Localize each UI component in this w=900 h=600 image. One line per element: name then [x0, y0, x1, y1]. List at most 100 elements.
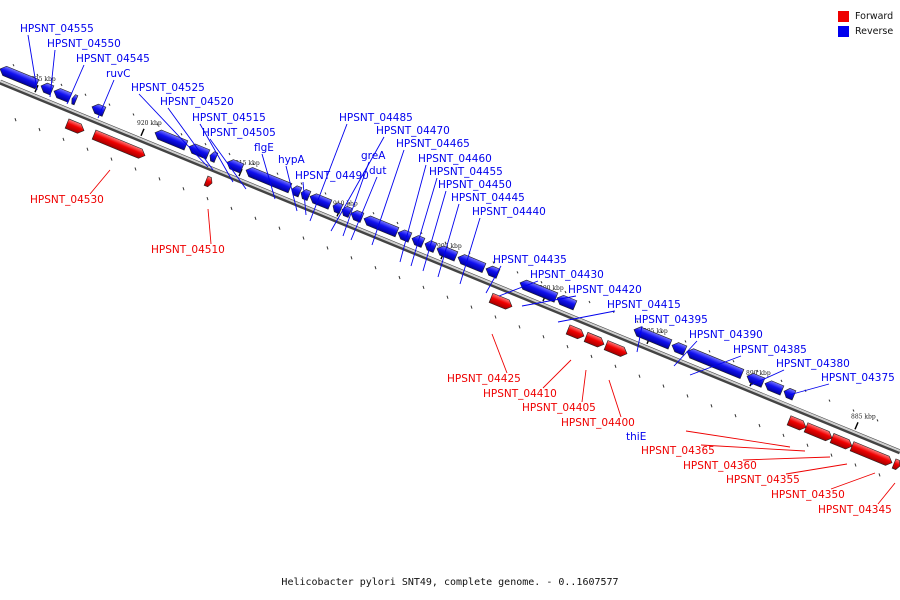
scale-mark [276, 172, 279, 175]
forward-leader-line [785, 463, 848, 475]
reverse-gene-arrow[interactable] [484, 264, 501, 279]
forward-gene-label[interactable]: HPSNT_04530 [30, 194, 104, 206]
reverse-gene-label[interactable]: HPSNT_04520 [160, 96, 234, 108]
reverse-gene-label[interactable]: HPSNT_04485 [339, 112, 413, 124]
reverse-gene-arrow[interactable] [244, 166, 293, 194]
reverse-gene-arrow[interactable] [290, 184, 303, 198]
reverse-gene-label[interactable]: HPSNT_04380 [776, 358, 850, 370]
reverse-gene-arrow[interactable] [308, 192, 333, 210]
reverse-gene-arrow[interactable] [670, 341, 688, 356]
scale-mark [518, 325, 521, 329]
forward-gene-arrow[interactable] [891, 458, 900, 471]
forward-gene-arrow[interactable] [64, 118, 86, 135]
reverse-gene-arrow[interactable] [208, 151, 219, 163]
forward-gene-label[interactable]: HPSNT_04425 [447, 373, 521, 385]
reverse-gene-label[interactable]: HPSNT_04555 [20, 23, 94, 35]
reverse-leader-line [27, 34, 38, 91]
reverse-gene-label[interactable]: HPSNT_04545 [76, 53, 150, 65]
reverse-gene-label[interactable]: HPSNT_04435 [493, 254, 567, 266]
reverse-gene-arrow[interactable] [763, 379, 785, 396]
reverse-gene-arrow[interactable] [52, 87, 73, 103]
legend-reverse: Reverse [838, 24, 893, 39]
forward-gene-label[interactable]: HPSNT_04360 [683, 460, 757, 472]
scale-mark [878, 473, 881, 477]
reverse-leader-line [97, 79, 115, 119]
forward-gene-arrow[interactable] [803, 422, 834, 443]
forward-gene-label[interactable]: HPSNT_04365 [641, 445, 715, 457]
forward-gene-label[interactable]: HPSNT_04355 [726, 474, 800, 486]
forward-gene-label[interactable]: HPSNT_04350 [771, 489, 845, 501]
reverse-gene-arrow[interactable] [331, 201, 344, 215]
reverse-leader-line [138, 93, 209, 168]
forward-gene-arrow[interactable] [603, 340, 629, 359]
reverse-gene-label[interactable]: HPSNT_04550 [47, 38, 121, 50]
scale-mark [206, 196, 209, 201]
reverse-leader-line [422, 190, 447, 272]
forward-gene-label[interactable]: HPSNT_04510 [151, 244, 225, 256]
forward-gene-label[interactable]: HPSNT_04410 [483, 388, 557, 400]
forward-gene-arrow[interactable] [583, 331, 606, 349]
forward-gene-arrow[interactable] [91, 129, 147, 160]
forward-gene-arrow[interactable] [203, 175, 214, 188]
forward-gene-arrow[interactable] [849, 441, 894, 468]
reverse-gene-label[interactable]: HPSNT_04515 [192, 112, 266, 124]
reverse-gene-label[interactable]: HPSNT_04505 [202, 127, 276, 139]
reverse-gene-label[interactable]: HPSNT_04415 [607, 299, 681, 311]
axis-tick-label: 905 kbp [437, 243, 462, 250]
forward-gene-arrow[interactable] [786, 415, 808, 432]
forward-gene-arrow[interactable] [829, 433, 854, 450]
scale-mark [516, 271, 519, 274]
reverse-gene-label[interactable]: ruvC [106, 68, 131, 80]
scale-mark [566, 344, 569, 349]
reverse-gene-label[interactable]: HPSNT_04430 [530, 269, 604, 281]
reverse-gene-arrow[interactable] [70, 94, 79, 106]
reverse-gene-arrow[interactable] [396, 228, 413, 243]
reverse-gene-arrow[interactable] [435, 244, 459, 262]
scale-mark [278, 226, 281, 230]
reverse-gene-label[interactable]: HPSNT_04490 [295, 170, 369, 182]
reverse-gene-label[interactable]: HPSNT_04395 [634, 314, 708, 326]
reverse-gene-label[interactable]: HPSNT_04385 [733, 344, 807, 356]
reverse-gene-label[interactable]: HPSNT_04390 [689, 329, 763, 341]
reverse-gene-label[interactable]: greA [361, 150, 386, 162]
reverse-gene-label[interactable]: HPSNT_04420 [568, 284, 642, 296]
scale-mark [326, 246, 329, 250]
forward-gene-label[interactable]: HPSNT_04345 [818, 504, 892, 516]
reverse-gene-label[interactable]: HPSNT_04470 [376, 125, 450, 137]
forward-gene-label[interactable]: thiE [626, 431, 646, 443]
reverse-gene-arrow[interactable] [456, 253, 487, 273]
reverse-gene-label[interactable]: dut [369, 165, 386, 177]
forward-leader-line [700, 444, 806, 452]
reverse-gene-arrow[interactable] [340, 205, 353, 218]
scale-mark [588, 300, 591, 304]
reverse-gene-arrow[interactable] [518, 278, 559, 303]
reverse-gene-label[interactable]: HPSNT_04445 [451, 192, 525, 204]
scale-mark [422, 285, 425, 290]
reverse-gene-label[interactable]: HPSNT_04450 [438, 179, 512, 191]
reverse-gene-label[interactable]: HPSNT_04525 [131, 82, 205, 94]
reverse-gene-arrow[interactable] [362, 214, 400, 238]
reverse-gene-label[interactable]: flgE [254, 142, 274, 154]
reverse-gene-label[interactable]: hypA [278, 154, 306, 166]
reverse-gene-arrow[interactable] [782, 387, 797, 401]
reverse-gene-arrow[interactable] [225, 158, 245, 174]
reverse-gene-label[interactable]: HPSNT_04375 [821, 372, 895, 384]
forward-gene-arrow[interactable] [488, 292, 514, 311]
reverse-gene-label[interactable]: HPSNT_04460 [418, 153, 492, 165]
reverse-gene-arrow[interactable] [745, 371, 766, 388]
reverse-gene-label[interactable]: HPSNT_04455 [429, 166, 503, 178]
scale-mark [374, 266, 377, 270]
reverse-gene-arrow[interactable] [423, 239, 438, 253]
reverse-gene-arrow[interactable] [0, 64, 40, 90]
scale-mark [324, 192, 327, 195]
scale-mark [638, 374, 641, 378]
reverse-gene-arrow[interactable] [153, 128, 189, 151]
forward-gene-label[interactable]: HPSNT_04405 [522, 402, 596, 414]
reverse-gene-label[interactable]: HPSNT_04440 [472, 206, 546, 218]
reverse-gene-arrow[interactable] [349, 209, 365, 223]
forward-gene-arrow[interactable] [565, 324, 586, 341]
scale-mark [204, 142, 207, 146]
forward-gene-label[interactable]: HPSNT_04400 [561, 417, 635, 429]
reverse-gene-label[interactable]: HPSNT_04465 [396, 138, 470, 150]
reverse-gene-arrow[interactable] [632, 325, 673, 350]
